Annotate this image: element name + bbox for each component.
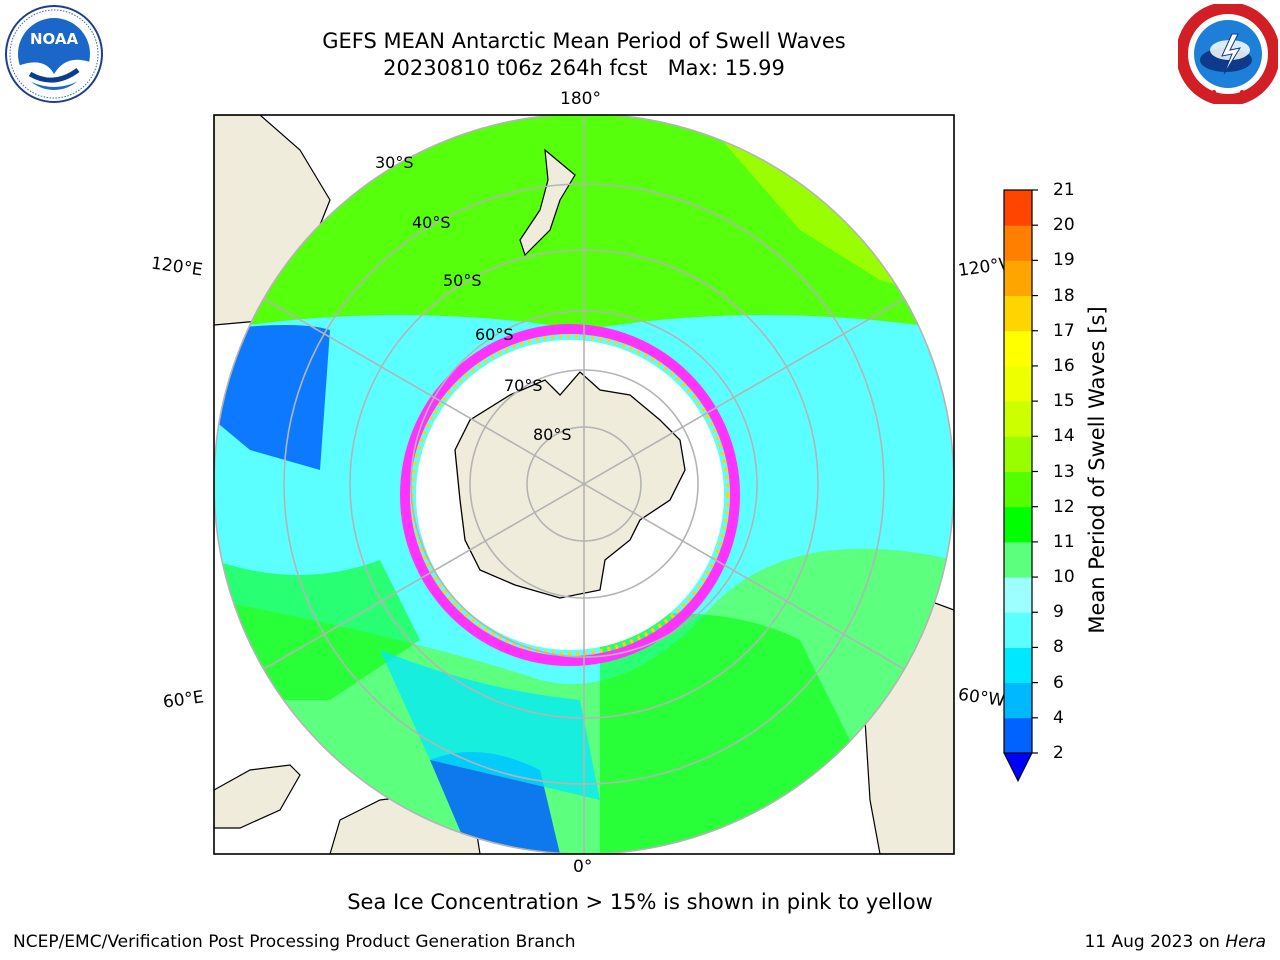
land-madagascar [214, 764, 301, 829]
lat-label-30s: 30°S [375, 153, 414, 172]
footer-branch: NCEP/EMC/Verification Post Processing Pr… [13, 932, 576, 952]
colorbar-tick-label: 4 [1053, 707, 1064, 728]
land-corner-tr [840, 115, 954, 230]
colorbar [1003, 189, 1038, 783]
lat-label-40s: 40°S [412, 213, 451, 232]
colorbar-segment [1004, 225, 1032, 261]
colorbar-tick-label: 11 [1053, 531, 1075, 552]
colorbar-tick-label: 15 [1053, 391, 1075, 412]
colorbar-tick-label: 21 [1053, 180, 1075, 200]
colorbar-segment [1004, 471, 1032, 508]
lon-label-180: 180° [560, 89, 601, 109]
colorbar-segment [1004, 506, 1032, 543]
colorbar-tick-label: 2 [1053, 743, 1064, 763]
colorbar-tick-label: 13 [1053, 461, 1075, 482]
chart-title: GEFS MEAN Antarctic Mean Period of Swell… [322, 29, 846, 53]
lon-label-0: 0° [573, 857, 593, 877]
colorbar-segment [1004, 190, 1032, 226]
colorbar-segment [1004, 577, 1032, 613]
colorbar-segment [1004, 260, 1032, 297]
colorbar-tick-label: 19 [1053, 250, 1075, 271]
footer-date: 11 Aug 2023 on Hera [1084, 932, 1266, 952]
land-antarctica [454, 371, 686, 599]
lat-label-80s: 80°S [533, 425, 572, 444]
colorbar-segment [1004, 682, 1032, 719]
colorbar-tick-label: 8 [1053, 637, 1064, 658]
colorbar-segment [1004, 436, 1032, 472]
colorbar-segment [1004, 401, 1032, 437]
colorbar-segment [1004, 612, 1032, 648]
colorbar-segment [1004, 330, 1032, 367]
footer-date-text: 11 Aug 2023 on [1084, 932, 1220, 952]
colorbar-tick-label: 10 [1053, 567, 1075, 588]
lat-label-50s: 50°S [443, 271, 482, 290]
lat-label-60s: 60°S [475, 325, 514, 344]
svg-text:NOAA: NOAA [30, 30, 79, 48]
colorbar-segment [1004, 717, 1032, 754]
footer-machine: Hera [1225, 932, 1266, 952]
colorbar-segment [1004, 295, 1032, 332]
colorbar-tick-label: 14 [1053, 426, 1075, 447]
land-new-zealand [519, 148, 576, 257]
colorbar-tick-label: 9 [1053, 602, 1064, 623]
colorbar-tick-label: 18 [1053, 285, 1075, 306]
colorbar-segment [1004, 647, 1032, 684]
lat-label-70s: 70°S [504, 376, 543, 395]
colorbar-tick-label: 6 [1053, 672, 1064, 693]
colorbar-segment [1004, 541, 1032, 578]
colorbar-under-arrow [1003, 752, 1033, 783]
colorbar-segment [1004, 365, 1032, 402]
colorbar-tick-label: 17 [1053, 320, 1075, 341]
colorbar-tick-label: 16 [1053, 355, 1075, 376]
chart-subtitle: 20230810 t06z 264h fcst Max: 15.99 [383, 56, 785, 80]
sea-ice-note: Sea Ice Concentration > 15% is shown in … [347, 890, 933, 914]
nws-logo [1178, 4, 1278, 104]
colorbar-tick-label: 12 [1053, 496, 1075, 517]
colorbar-title: Mean Period of Swell Waves [s] [1085, 306, 1109, 634]
noaa-logo: NOAA [5, 5, 103, 103]
colorbar-tick-label: 20 [1053, 215, 1075, 236]
